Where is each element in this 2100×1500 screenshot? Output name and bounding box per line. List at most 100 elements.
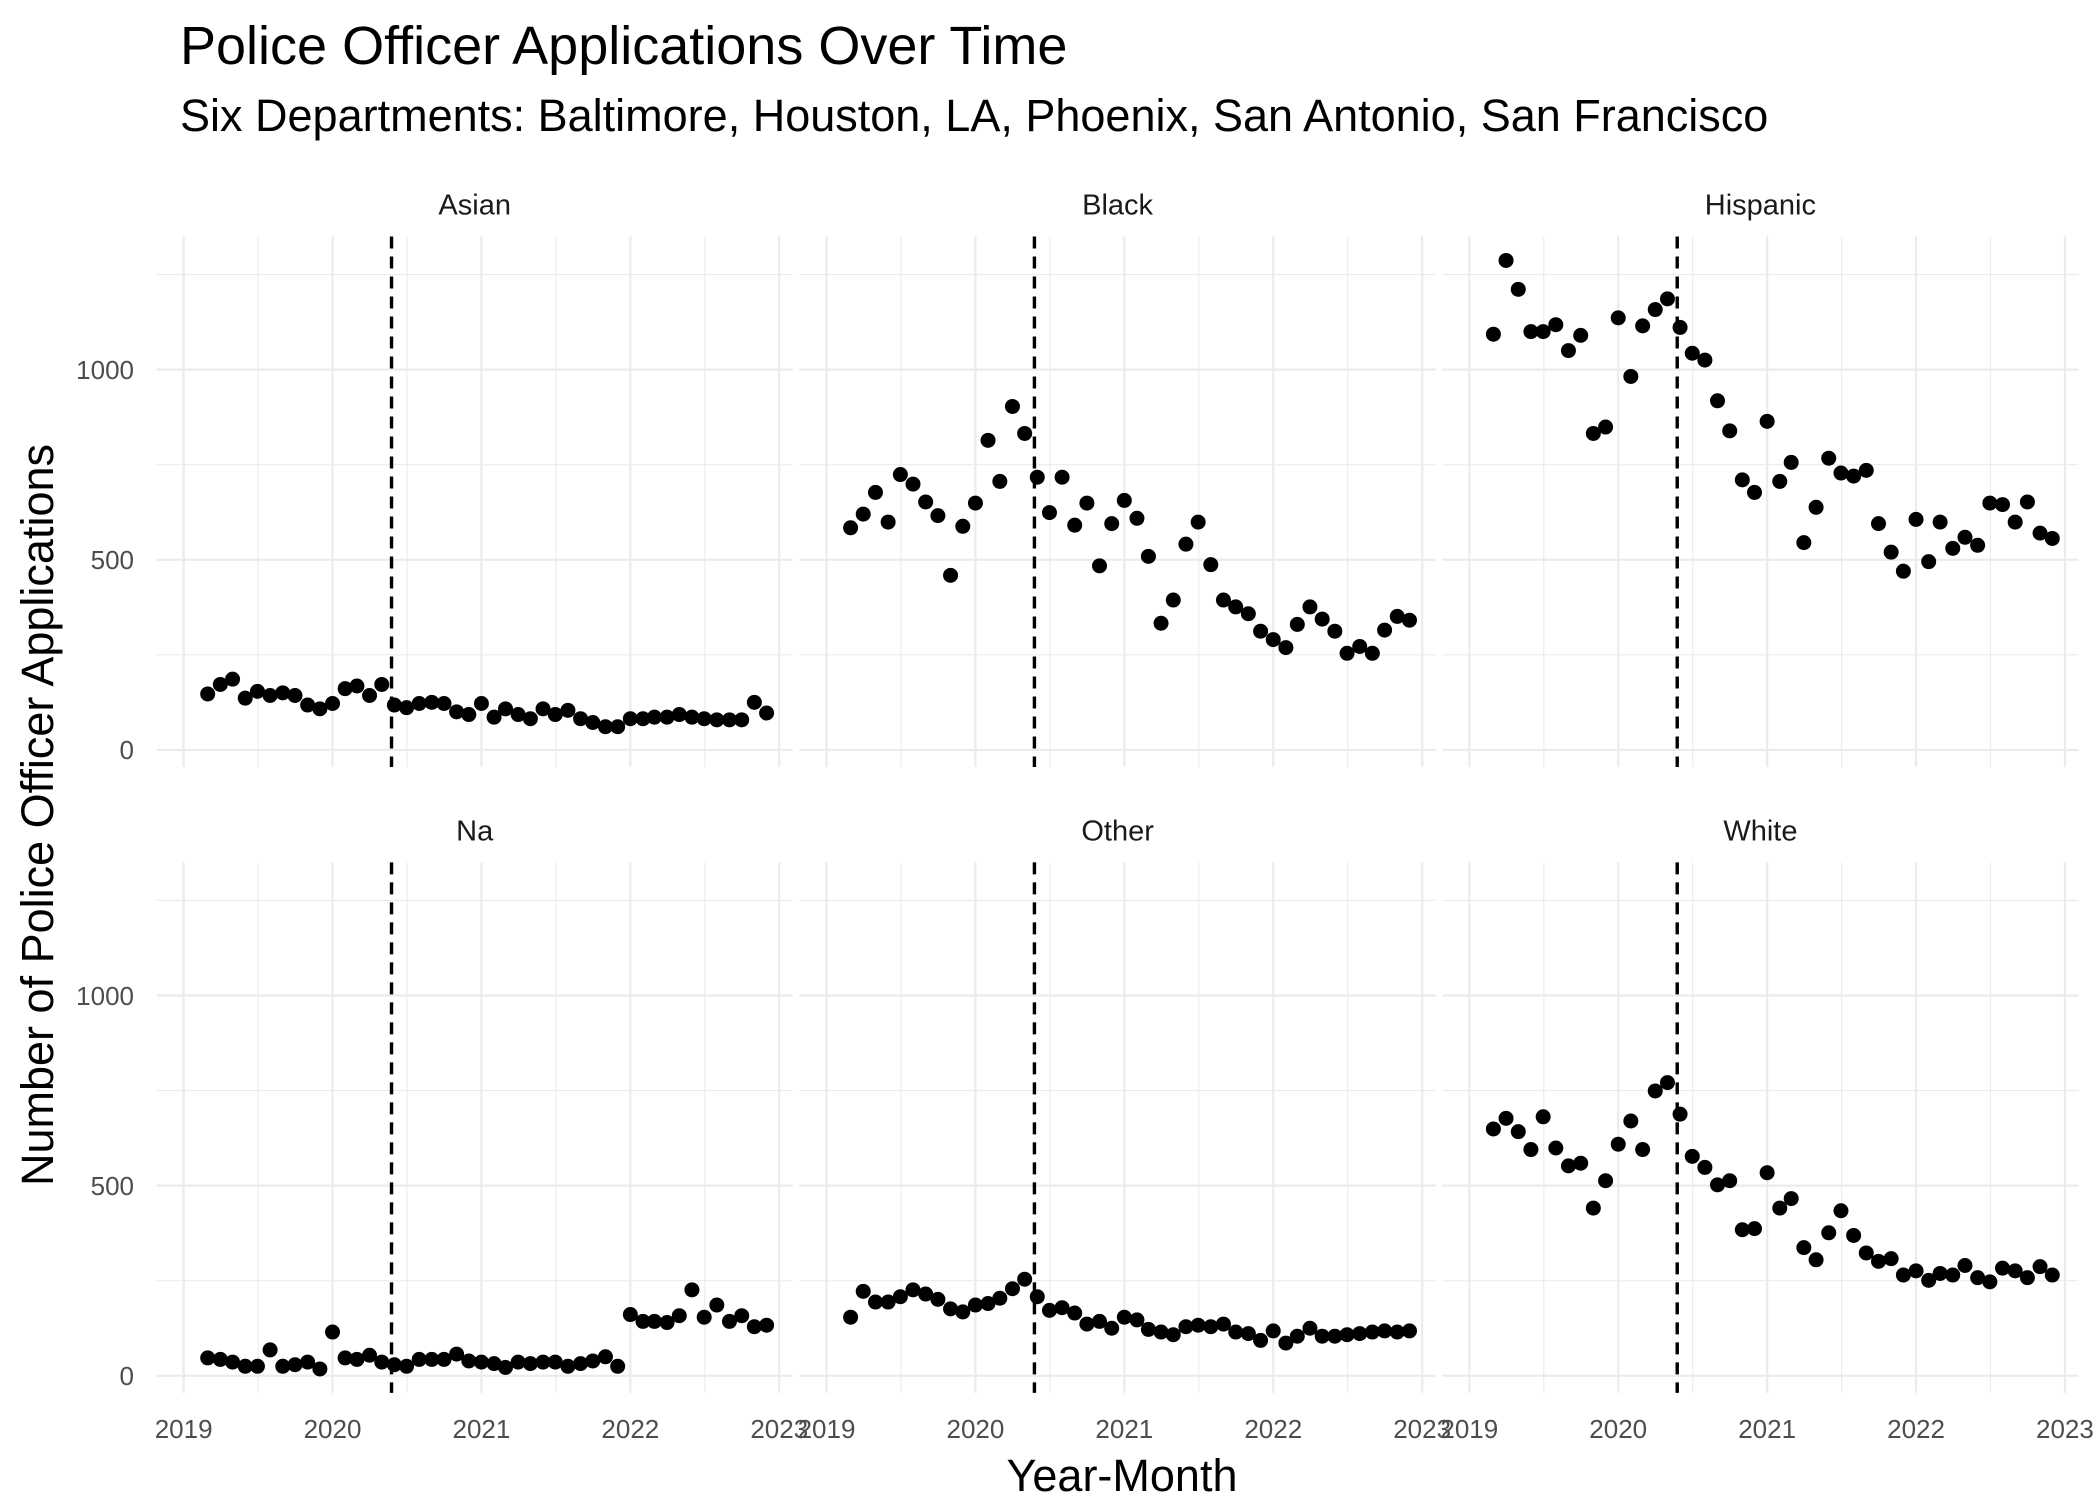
data-point-black xyxy=(955,518,971,534)
data-point-other xyxy=(1327,1328,1343,1344)
data-point-other xyxy=(1178,1319,1194,1335)
data-point-asian xyxy=(424,694,440,710)
data-point-white xyxy=(1957,1258,1973,1274)
data-point-hispanic xyxy=(1871,516,1887,532)
x-tick-label: 2022 xyxy=(1887,1414,1945,1444)
data-point-black xyxy=(1104,516,1120,532)
data-point-black xyxy=(1240,606,1256,622)
data-point-asian xyxy=(510,707,526,723)
data-point-hispanic xyxy=(1858,462,1874,478)
x-tick-label: 2020 xyxy=(1589,1414,1647,1444)
data-point-hispanic xyxy=(1573,327,1589,343)
data-point-hispanic xyxy=(1796,535,1812,551)
data-point-na xyxy=(721,1313,737,1329)
x-tick-label: 2019 xyxy=(798,1414,856,1444)
data-point-hispanic xyxy=(1846,468,1862,484)
data-point-asian xyxy=(399,700,415,716)
data-point-white xyxy=(1647,1083,1663,1099)
gridlines xyxy=(156,236,793,767)
data-point-white xyxy=(1846,1227,1862,1243)
data-point-na xyxy=(585,1353,601,1369)
data-point-na xyxy=(498,1359,514,1375)
gridlines xyxy=(156,862,793,1393)
data-point-asian xyxy=(337,681,353,697)
data-point-asian xyxy=(386,697,402,713)
data-point-na xyxy=(337,1350,353,1366)
data-point-other xyxy=(1240,1326,1256,1342)
data-point-hispanic xyxy=(1548,317,1564,333)
data-point-other xyxy=(980,1296,996,1312)
points-white xyxy=(1485,1075,2060,1290)
data-point-white xyxy=(1945,1267,1961,1283)
data-point-other xyxy=(1215,1316,1231,1332)
data-point-black xyxy=(1178,536,1194,552)
data-point-hispanic xyxy=(1647,302,1663,318)
data-point-hispanic xyxy=(1610,310,1626,326)
data-point-black xyxy=(1203,557,1219,573)
data-point-na xyxy=(547,1354,563,1370)
data-point-black xyxy=(1190,514,1206,530)
data-point-na xyxy=(461,1353,477,1369)
data-point-asian xyxy=(349,678,365,694)
data-point-na xyxy=(212,1351,228,1367)
data-point-hispanic xyxy=(1635,318,1651,334)
data-point-hispanic xyxy=(1945,540,1961,556)
data-point-asian xyxy=(249,683,265,699)
data-point-hispanic xyxy=(1995,497,2011,513)
data-point-black xyxy=(1079,495,1095,511)
data-point-white xyxy=(1871,1253,1887,1269)
data-point-black xyxy=(905,476,921,492)
strip-label-asian: Asian xyxy=(438,190,511,222)
data-point-asian xyxy=(212,676,228,692)
data-point-asian xyxy=(597,719,613,735)
data-point-hispanic xyxy=(1908,511,1924,527)
data-point-black xyxy=(1278,640,1294,656)
data-point-asian xyxy=(225,671,241,687)
data-point-na xyxy=(646,1313,662,1329)
data-point-asian xyxy=(610,719,626,735)
data-point-black xyxy=(930,508,946,524)
data-point-other xyxy=(1079,1316,1095,1332)
data-point-black xyxy=(1289,616,1305,632)
data-point-white xyxy=(1722,1173,1738,1189)
data-point-asian xyxy=(362,688,378,704)
data-point-hispanic xyxy=(1921,554,1937,570)
data-point-other xyxy=(1116,1309,1132,1325)
data-point-hispanic xyxy=(1722,423,1738,439)
data-point-na xyxy=(386,1357,402,1373)
data-point-asian xyxy=(498,701,514,717)
data-point-white xyxy=(1684,1148,1700,1164)
data-point-other xyxy=(1377,1323,1393,1339)
data-point-hispanic xyxy=(2019,494,2035,510)
strip-label-other: Other xyxy=(1081,815,1154,847)
data-point-na xyxy=(300,1354,316,1370)
data-point-white xyxy=(2044,1267,2060,1283)
x-tick-label: 2021 xyxy=(453,1414,511,1444)
x-tick-label: 2021 xyxy=(1095,1414,1153,1444)
data-point-na xyxy=(597,1349,613,1365)
data-point-white xyxy=(1808,1252,1824,1268)
data-point-other xyxy=(905,1282,921,1298)
data-point-asian xyxy=(436,695,452,711)
data-point-white xyxy=(1623,1113,1639,1129)
data-point-other xyxy=(1129,1312,1145,1328)
gridlines xyxy=(1442,862,2079,1393)
data-point-other xyxy=(880,1294,896,1310)
data-point-black xyxy=(1067,517,1083,533)
data-point-na xyxy=(225,1354,241,1370)
data-point-other xyxy=(1190,1317,1206,1333)
data-point-white xyxy=(1523,1142,1539,1158)
data-point-black xyxy=(1352,638,1368,654)
data-point-asian xyxy=(684,709,700,725)
data-point-black xyxy=(1377,622,1393,638)
data-point-black xyxy=(1153,615,1169,631)
data-point-hispanic xyxy=(1734,472,1750,488)
data-point-black xyxy=(1029,469,1045,485)
data-point-hispanic xyxy=(1883,544,1899,560)
data-point-hispanic xyxy=(1560,343,1576,359)
data-point-hispanic xyxy=(1808,499,1824,515)
data-point-white xyxy=(1772,1200,1788,1216)
data-point-other xyxy=(892,1289,908,1305)
data-point-black xyxy=(992,473,1008,489)
